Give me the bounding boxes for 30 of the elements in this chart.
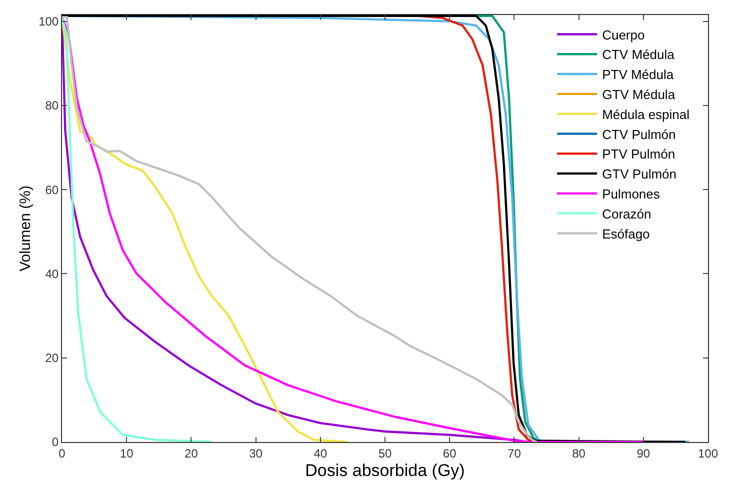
- legend-label: GTV Médula: [602, 86, 676, 102]
- x-tick-label: 100: [698, 446, 718, 460]
- x-tick-label: 70: [508, 446, 522, 460]
- x-tick-label: 30: [249, 446, 263, 460]
- x-tick-label: 50: [378, 446, 392, 460]
- y-tick-label: 40: [45, 266, 59, 281]
- legend-label: Corazón: [602, 206, 652, 222]
- x-tick-label: 20: [184, 446, 198, 460]
- x-tick-label: 80: [572, 446, 586, 460]
- legend-label: Esófago: [602, 226, 650, 242]
- legend-label: PTV Médula: [602, 67, 674, 82]
- y-tick-label: 60: [45, 182, 59, 197]
- legend-label: GTV Pulmón: [602, 166, 676, 182]
- y-tick-label: 80: [45, 98, 59, 113]
- y-tick-label: 20: [45, 351, 59, 366]
- legend-label: PTV Pulmón: [602, 146, 676, 162]
- x-axis-title: Dosis absorbida (Gy): [305, 460, 465, 480]
- x-tick-label: 90: [636, 446, 650, 460]
- x-tick-label: 10: [120, 446, 134, 460]
- y-tick-label: 100: [38, 14, 59, 29]
- legend-label: Pulmones: [602, 186, 660, 202]
- legend-label: Médula espinal: [602, 106, 690, 122]
- line-series: [62, 16, 213, 442]
- legend-label: CTV Médula: [602, 47, 676, 62]
- y-axis-title: Volumen (%): [16, 186, 34, 272]
- x-tick-label: 60: [442, 446, 457, 460]
- legend-label: CTV Pulmón: [602, 126, 676, 142]
- legend-label: Cuerpo: [602, 27, 645, 42]
- x-tick-label: 40: [314, 446, 328, 460]
- y-tick-label: 0: [52, 435, 59, 450]
